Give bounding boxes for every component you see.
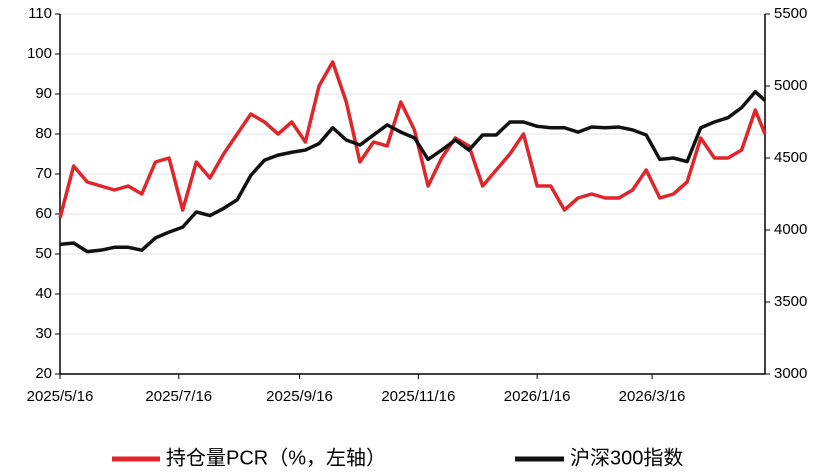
y-tick-label: 70 [35, 165, 52, 182]
x-tick-label: 2025/9/16 [266, 388, 333, 405]
legend-label: 持仓量PCR（%，左轴） [166, 446, 386, 469]
y2-tick-label: 4500 [774, 149, 807, 166]
y-tick-label: 80 [35, 125, 52, 142]
y2-tick-label: 5000 [774, 77, 807, 94]
y-tick-label: 90 [35, 85, 52, 102]
y-tick-label: 50 [35, 245, 52, 262]
x-tick-label: 2025/7/16 [145, 388, 212, 405]
y-tick-label: 20 [35, 365, 52, 382]
x-tick-label: 2026/1/16 [504, 388, 571, 405]
y-tick-label: 60 [35, 205, 52, 222]
y-tick-label: 100 [27, 45, 52, 62]
y-tick-label: 110 [28, 5, 52, 22]
y2-tick-label: 5500 [774, 5, 807, 22]
x-tick-label: 2025/5/16 [27, 388, 94, 405]
series-line [59, 90, 767, 254]
x-tick-label: 2025/11/16 [381, 388, 455, 405]
y2-tick-label: 4000 [774, 221, 807, 238]
legend-label: 沪深300指数 [570, 446, 683, 469]
y2-tick-label: 3000 [774, 365, 807, 382]
series-line [58, 60, 767, 219]
y2-tick-label: 3500 [774, 293, 807, 310]
y-tick-label: 40 [35, 285, 52, 302]
y-tick-label: 30 [35, 325, 52, 342]
x-tick-label: 2026/3/16 [619, 388, 686, 405]
